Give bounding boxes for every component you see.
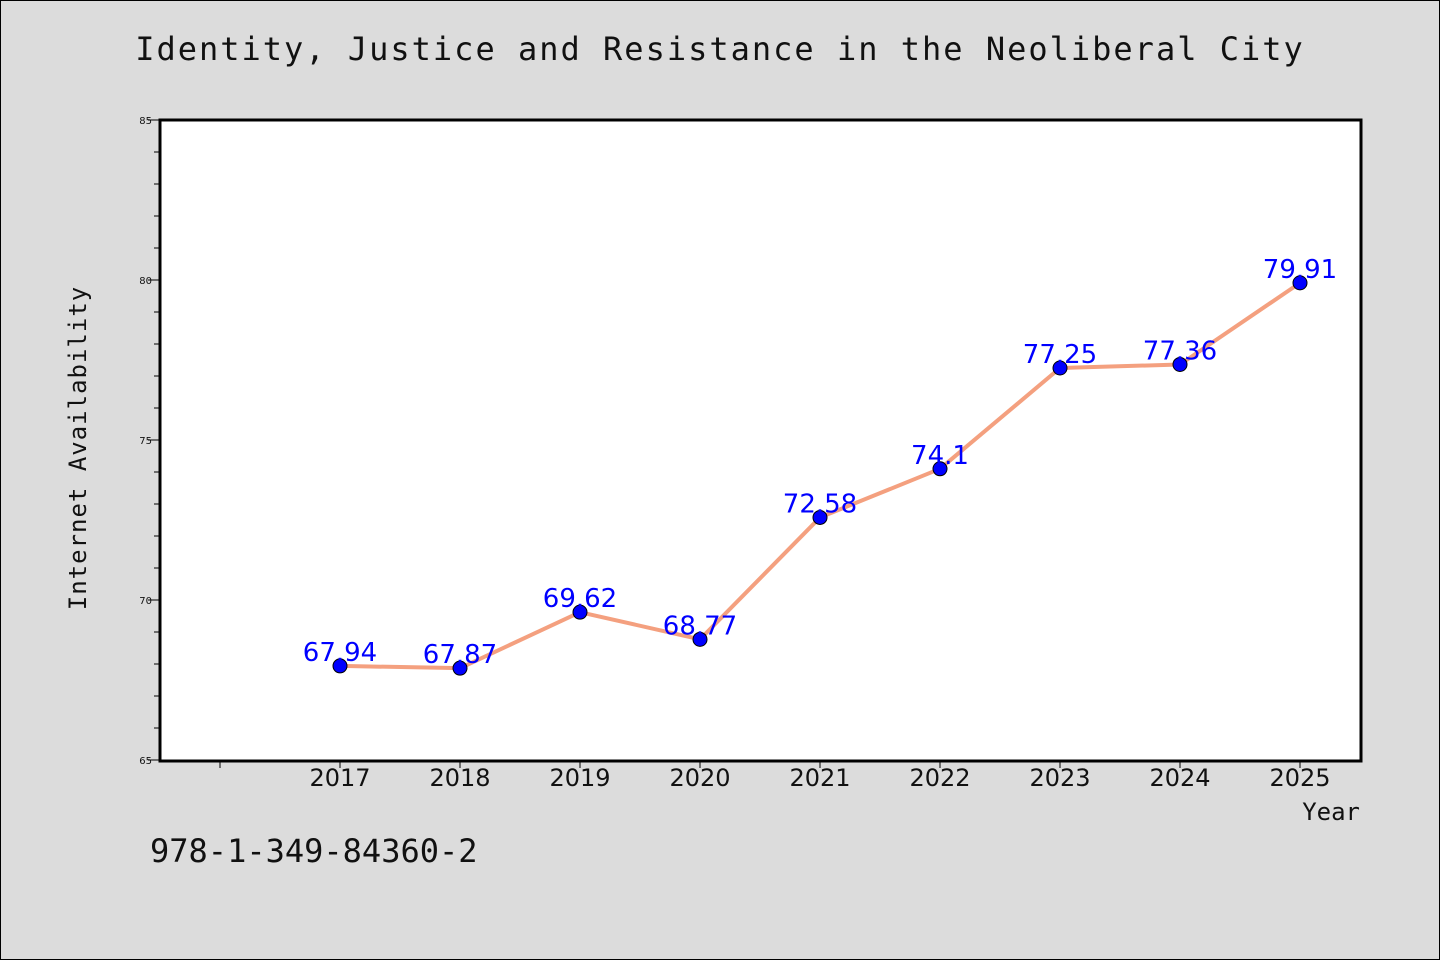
data-label: 77.25 — [1023, 340, 1097, 370]
footer-isbn: 978-1-349-84360-2 — [150, 832, 478, 870]
y-tick-label: 70 — [139, 596, 152, 607]
x-tick-label: 2023 — [1029, 764, 1090, 792]
x-tick-label: 2021 — [789, 764, 850, 792]
data-point — [812, 509, 828, 525]
chart-title: Identity, Justice and Resistance in the … — [135, 30, 1305, 68]
data-point — [452, 660, 468, 676]
data-point — [932, 461, 948, 477]
data-point — [332, 658, 348, 674]
data-point — [692, 631, 708, 647]
y-tick-label: 85 — [139, 116, 152, 127]
data-point — [1172, 356, 1188, 372]
data-label: 74.1 — [911, 441, 969, 471]
data-label: 67.87 — [423, 640, 497, 670]
data-label: 69.62 — [543, 584, 617, 614]
x-tick-label: 2019 — [549, 764, 610, 792]
x-tick-label: 2017 — [309, 764, 370, 792]
plot-area — [158, 118, 1363, 763]
y-axis-label: Internet Availability — [64, 286, 92, 610]
x-tick-label: 2025 — [1269, 764, 1330, 792]
data-label: 72.58 — [783, 489, 857, 519]
data-label: 79.91 — [1263, 255, 1337, 285]
x-axis-label: Year — [1302, 798, 1360, 826]
x-tick-label: 2020 — [669, 764, 730, 792]
y-tick-label: 80 — [139, 276, 152, 287]
y-tick-label: 65 — [139, 756, 152, 767]
data-point — [572, 604, 588, 620]
data-point — [1292, 275, 1308, 291]
data-point — [1052, 360, 1068, 376]
x-tick-label: 2022 — [909, 764, 970, 792]
x-tick-label: 2024 — [1149, 764, 1210, 792]
x-tick-label: 2018 — [429, 764, 490, 792]
data-label: 68.77 — [663, 611, 737, 641]
data-label: 67.94 — [303, 638, 377, 668]
data-label: 77.36 — [1143, 336, 1217, 366]
y-tick-label: 75 — [139, 436, 152, 447]
